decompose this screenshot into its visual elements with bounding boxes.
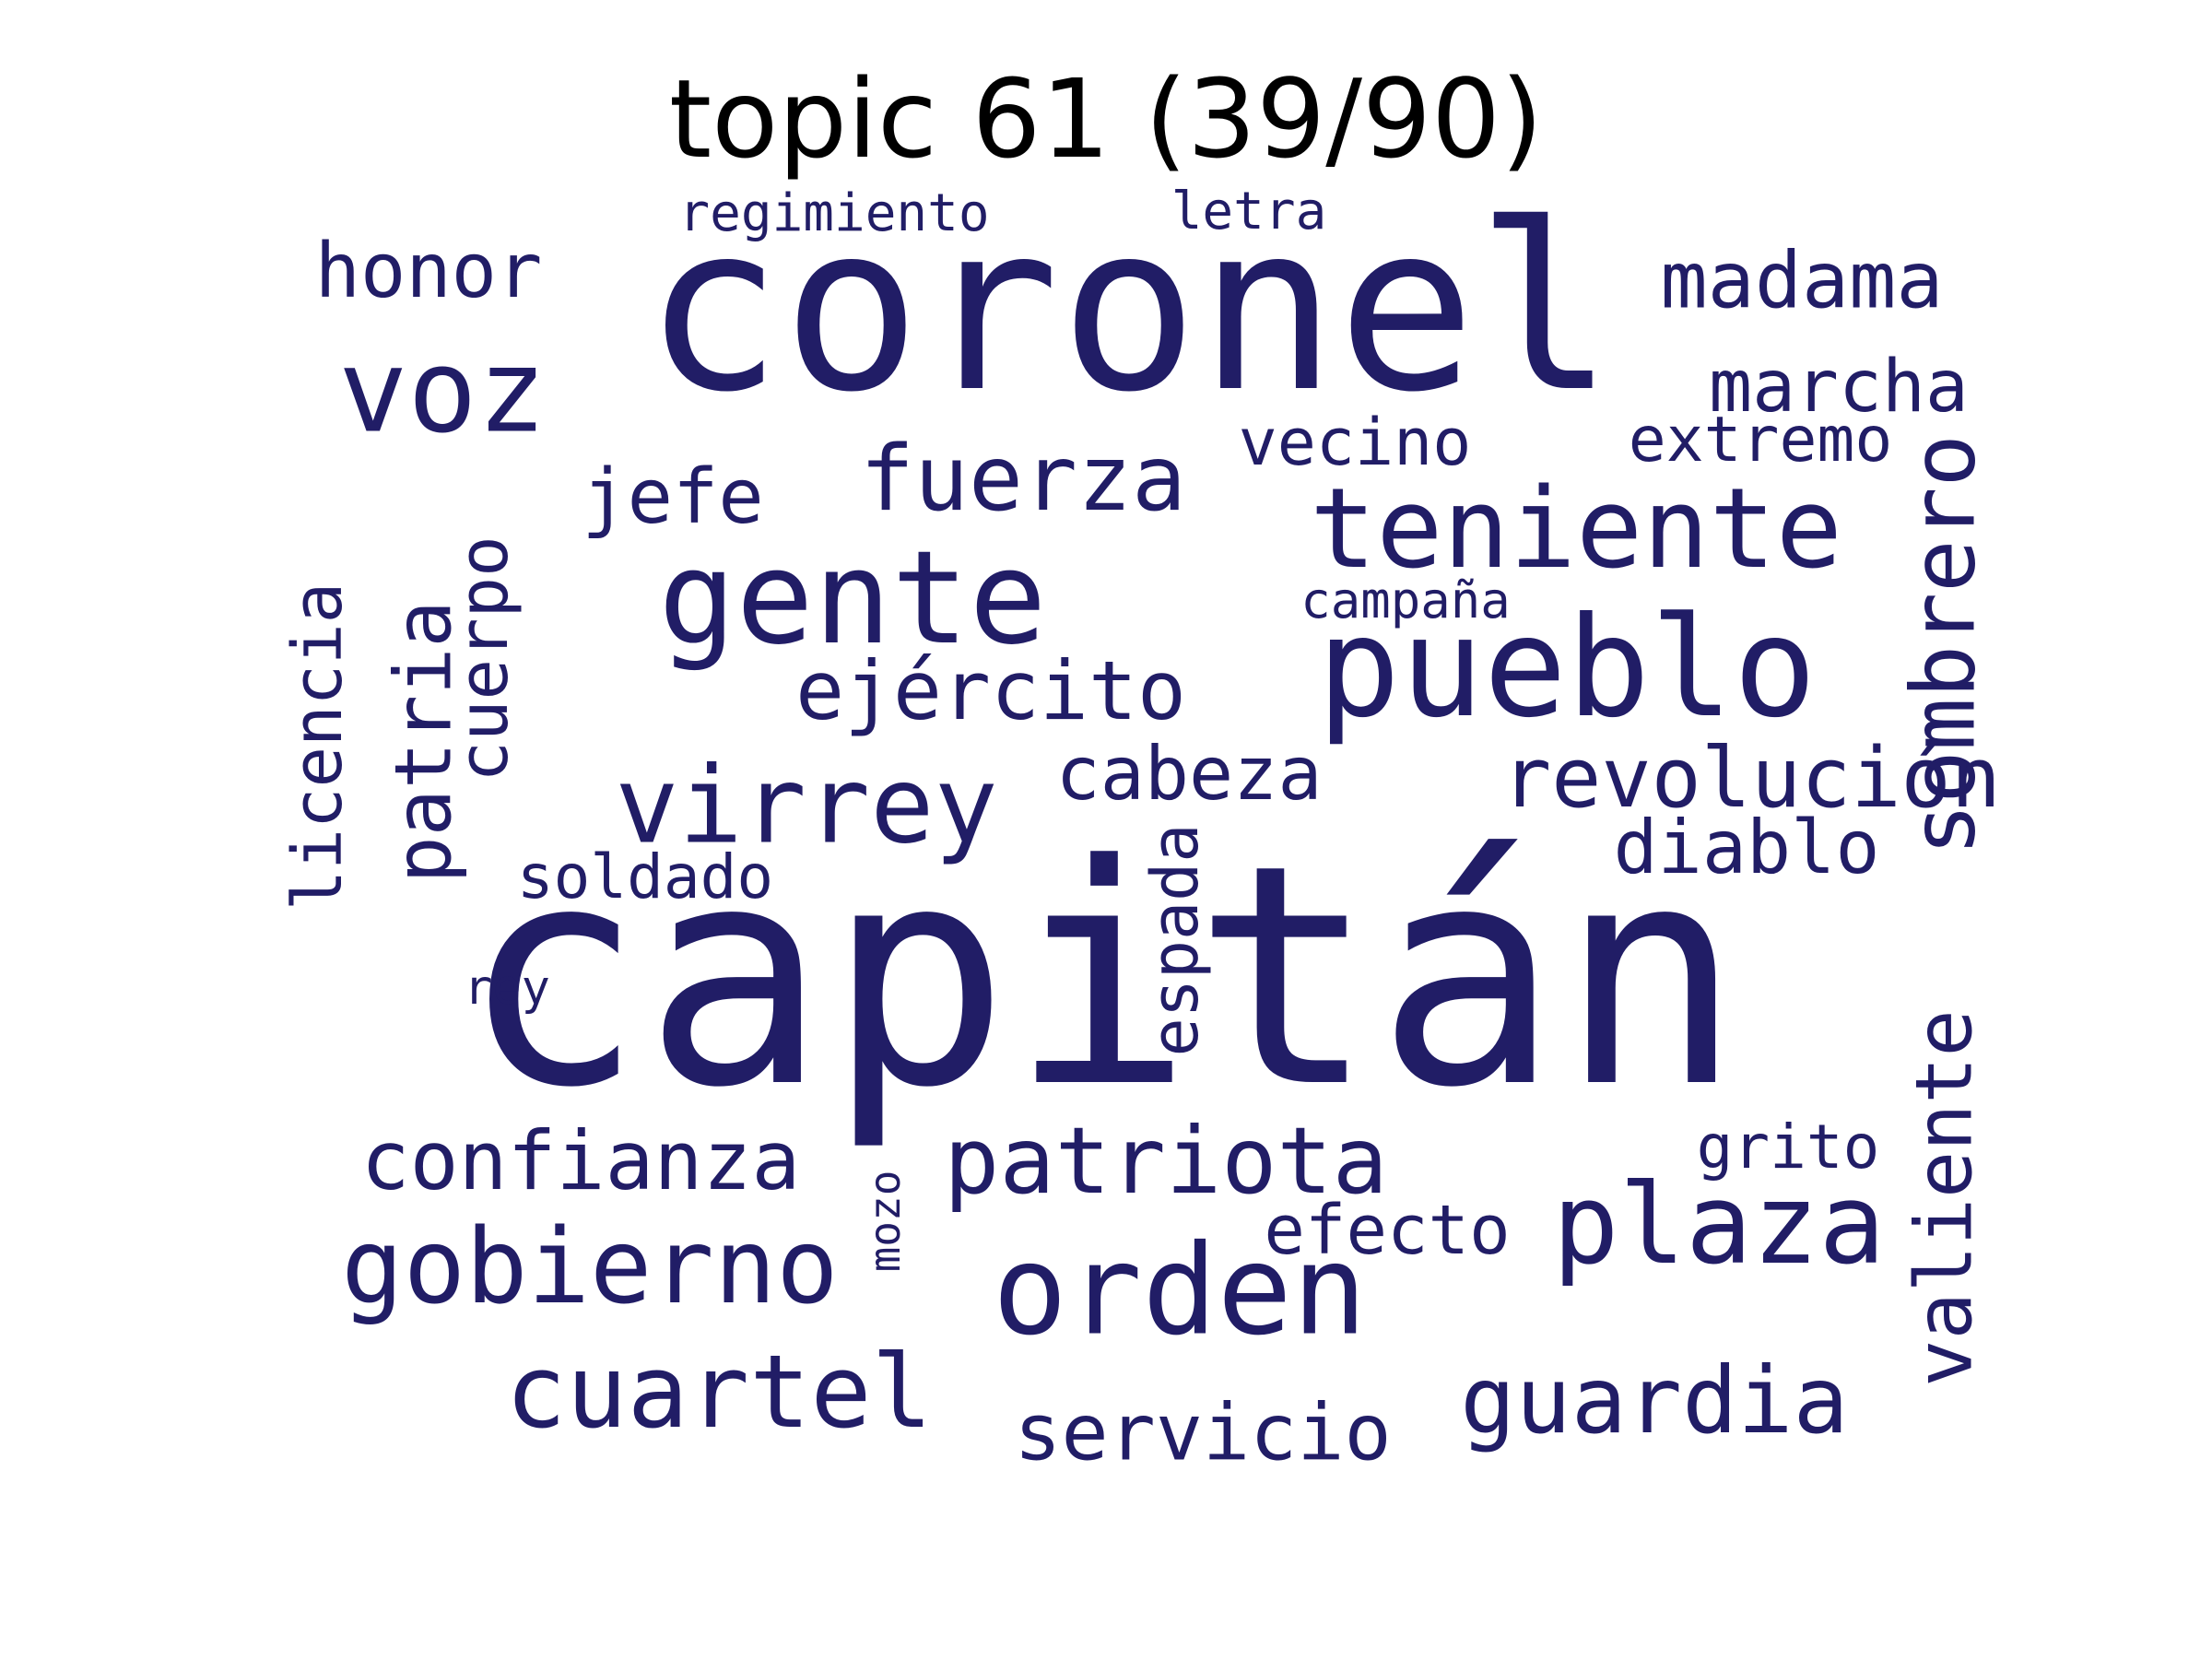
cloud-word-38: rey [464, 960, 550, 1016]
cloud-word-18: madama [1660, 235, 1944, 327]
cloud-word-24: cabeza [1055, 731, 1323, 817]
cloud-word-23: jefe [582, 453, 764, 541]
cloud-word-37: campaña [1300, 571, 1511, 629]
cloud-word-15: revolución [1501, 730, 2001, 827]
cloud-word-36: letra [1171, 182, 1327, 241]
cloud-word-20: servicio [1014, 1387, 1392, 1479]
cloud-word-16: confianza [360, 1113, 801, 1208]
cloud-word-10: cuartel [505, 1333, 933, 1451]
cloud-word-2: pueblo [1317, 588, 1817, 748]
cloud-word-11: guardia [1460, 1347, 1849, 1454]
cloud-word-8: virrey [615, 744, 998, 868]
cloud-word-32: extremo [1628, 404, 1893, 477]
cloud-word-5: voz [338, 324, 547, 459]
cloud-word-39: mozo [860, 1170, 910, 1273]
figure-title: topic 61 (39/90) [668, 55, 1544, 182]
cloud-word-7: plaza [1552, 1161, 1886, 1289]
cloud-word-25: diablo [1613, 805, 1880, 890]
cloud-word-3: gente [658, 524, 1047, 674]
cloud-word-4: orden [992, 1218, 1368, 1363]
cloud-word-31: espada [1137, 823, 1213, 1057]
cloud-word-6: teniente [1310, 465, 1842, 594]
cloud-word-29: licencia [278, 582, 358, 912]
cloud-word-13: fuerza [859, 427, 1187, 532]
cloud-word-21: valiente [1899, 1009, 1991, 1387]
cloud-word-26: marcha [1709, 346, 1969, 429]
cloud-word-35: regimiento [678, 183, 990, 243]
cloud-word-1: coronel [643, 174, 1615, 442]
cloud-word-28: cuerpo [444, 535, 524, 782]
cloud-word-0: capitán [460, 800, 1743, 1154]
cloud-word-30: vecino [1238, 405, 1472, 480]
cloud-word-27: efecto [1264, 1191, 1511, 1270]
cloud-word-12: patriota [944, 1107, 1388, 1215]
cloud-word-22: honor [314, 228, 543, 315]
cloud-word-33: grito [1696, 1112, 1880, 1182]
cloud-word-34: soldado [516, 841, 774, 912]
cloud-word-9: gobierno [341, 1207, 839, 1327]
cloud-word-17: ejército [795, 643, 1186, 738]
